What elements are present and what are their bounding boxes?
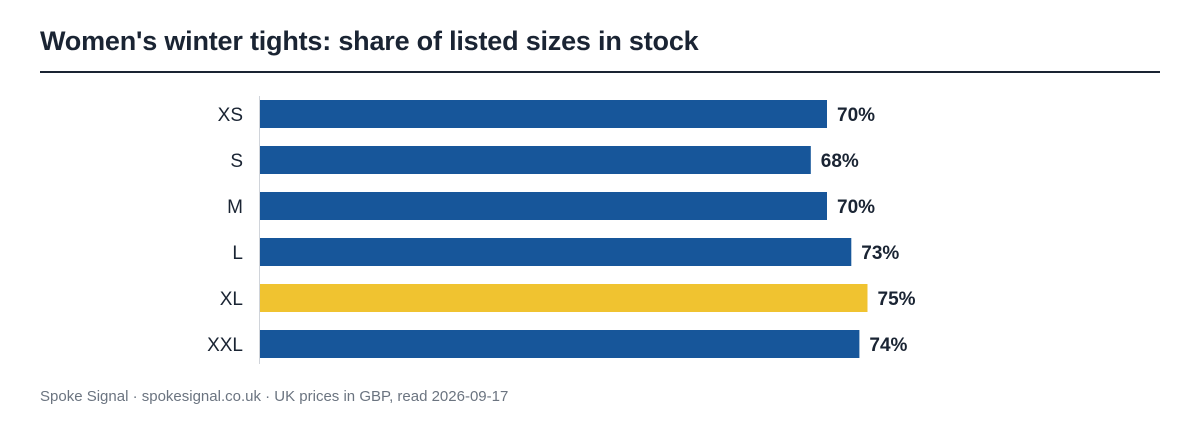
bar-xl [260,284,868,312]
source-footer: Spoke Signal · spokesignal.co.uk · UK pr… [40,388,509,405]
bar-xs [260,100,827,128]
chart-title: Women's winter tights: share of listed s… [40,26,699,56]
bar-m [260,192,827,220]
bar-chart: XS 70% S 68% M 70% L 73% XL 75% XXL 74% [207,96,916,364]
category-label-xs: XS [218,105,243,126]
value-label-l: 73% [861,243,899,264]
title-divider [40,71,1160,73]
category-label-s: S [230,151,243,172]
value-label-s: 68% [821,151,859,172]
category-label-l: L [232,243,243,264]
bar-s [260,146,811,174]
bar-l [260,238,852,266]
value-label-xs: 70% [837,105,875,126]
category-label-m: M [227,197,243,218]
category-label-xl: XL [220,289,243,310]
value-label-xxl: 74% [869,335,907,356]
bar-xxl [260,330,860,358]
value-label-m: 70% [837,197,875,218]
value-label-xl: 75% [878,289,916,310]
category-label-xxl: XXL [207,335,243,356]
